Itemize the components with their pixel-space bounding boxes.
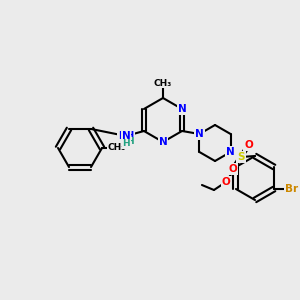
Text: H: H <box>126 137 134 146</box>
Text: CH₃: CH₃ <box>108 143 126 152</box>
Text: CH₃: CH₃ <box>154 79 172 88</box>
Text: S: S <box>237 152 244 162</box>
Text: N: N <box>178 104 186 114</box>
Text: O: O <box>222 177 230 187</box>
Text: NH: NH <box>118 131 134 141</box>
Text: N: N <box>195 129 204 139</box>
Text: H: H <box>122 140 130 148</box>
Text: N: N <box>159 137 167 147</box>
Text: N: N <box>226 147 235 157</box>
Text: N: N <box>122 131 130 141</box>
Text: O: O <box>244 140 253 150</box>
Text: O: O <box>229 164 237 174</box>
Text: Br: Br <box>286 184 298 194</box>
